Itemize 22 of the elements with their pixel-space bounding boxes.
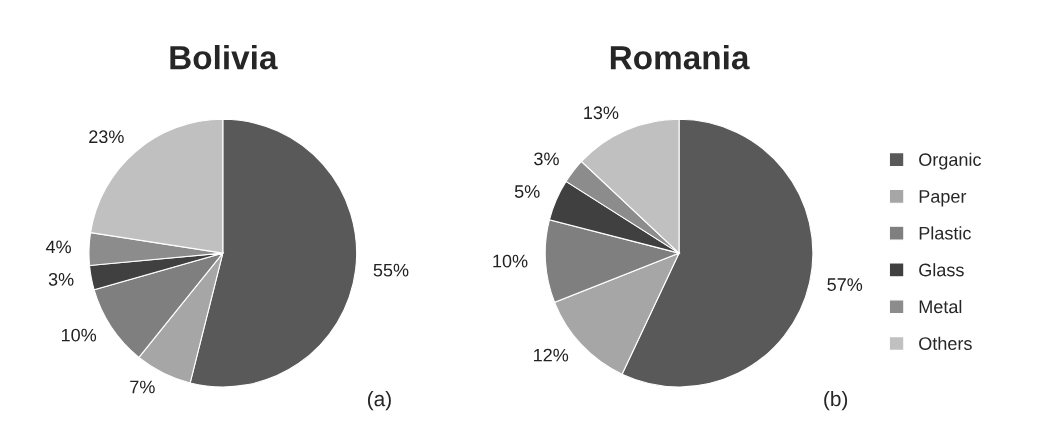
legend-label: Organic bbox=[919, 152, 981, 170]
data-label: 23% bbox=[89, 130, 124, 144]
legend-label: Metal bbox=[919, 299, 962, 314]
data-label: 3% bbox=[48, 272, 74, 286]
data-label: 12% bbox=[534, 348, 569, 362]
chart-title: Romania bbox=[610, 44, 750, 70]
data-label: 5% bbox=[514, 185, 540, 198]
legend-label: Others bbox=[919, 336, 972, 350]
data-label: 10% bbox=[493, 254, 528, 268]
text: (b) bbox=[824, 390, 848, 411]
data-label: 57% bbox=[827, 278, 863, 291]
text: (a) bbox=[367, 390, 391, 411]
data-label: 10% bbox=[61, 328, 97, 342]
chart-title: Bolivia bbox=[170, 44, 278, 70]
data-label: 13% bbox=[584, 106, 619, 120]
data-label: 55% bbox=[373, 263, 409, 277]
data-label: 3% bbox=[534, 152, 559, 166]
legend-label: Paper bbox=[919, 190, 967, 207]
data-label: 7% bbox=[130, 380, 155, 394]
data-label: 4% bbox=[45, 240, 71, 254]
legend-label: Glass bbox=[919, 263, 964, 277]
legend-label: Plastic bbox=[919, 226, 971, 240]
